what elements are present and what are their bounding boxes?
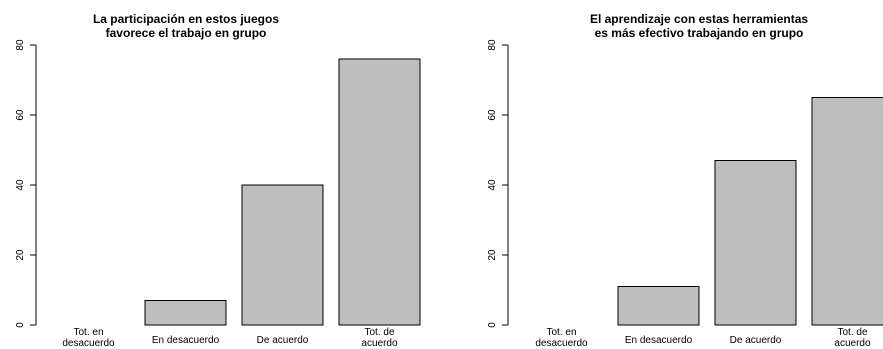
category-label: desacuerdo [535,338,588,349]
chart-title-line: es más efectivo trabajando en grupo [595,26,804,40]
y-tick-label: 60 [487,109,498,121]
chart-title-line: La participación en estos juegos [93,12,279,26]
category-label: Tot. en [546,327,576,338]
chart-panel-left: La participación en estos juegosfavorece… [15,12,421,349]
y-tick-label: 60 [15,109,26,121]
category-label: En desacuerdo [625,335,693,346]
bar [714,160,797,326]
category-label: En desacuerdo [152,335,220,346]
y-tick-label: 0 [15,322,26,328]
bar [241,184,324,326]
y-tick-label: 80 [15,39,26,51]
category-label: acuerdo [361,338,398,349]
chart-title-line: El aprendizaje con estas herramientas [590,12,808,26]
y-tick-label: 80 [487,39,498,51]
category-label: Tot. de [364,327,394,338]
chart-title-line: favorece el trabajo en grupo [106,26,267,40]
y-tick-label: 20 [487,249,498,261]
y-tick-label: 0 [487,322,498,328]
chart-panel-right: El aprendizaje con estas herramientases … [487,12,883,349]
y-tick-label: 40 [487,179,498,191]
category-label: desacuerdo [62,338,115,349]
bar [338,58,421,326]
category-label: De acuerdo [257,335,309,346]
category-label: De acuerdo [730,335,782,346]
category-label: Tot. de [837,327,867,338]
y-tick-label: 20 [15,249,26,261]
bar [144,300,227,326]
category-label: acuerdo [834,338,871,349]
category-label: Tot. en [73,327,103,338]
bar [617,286,700,326]
y-tick-label: 40 [15,179,26,191]
bar [811,97,883,326]
